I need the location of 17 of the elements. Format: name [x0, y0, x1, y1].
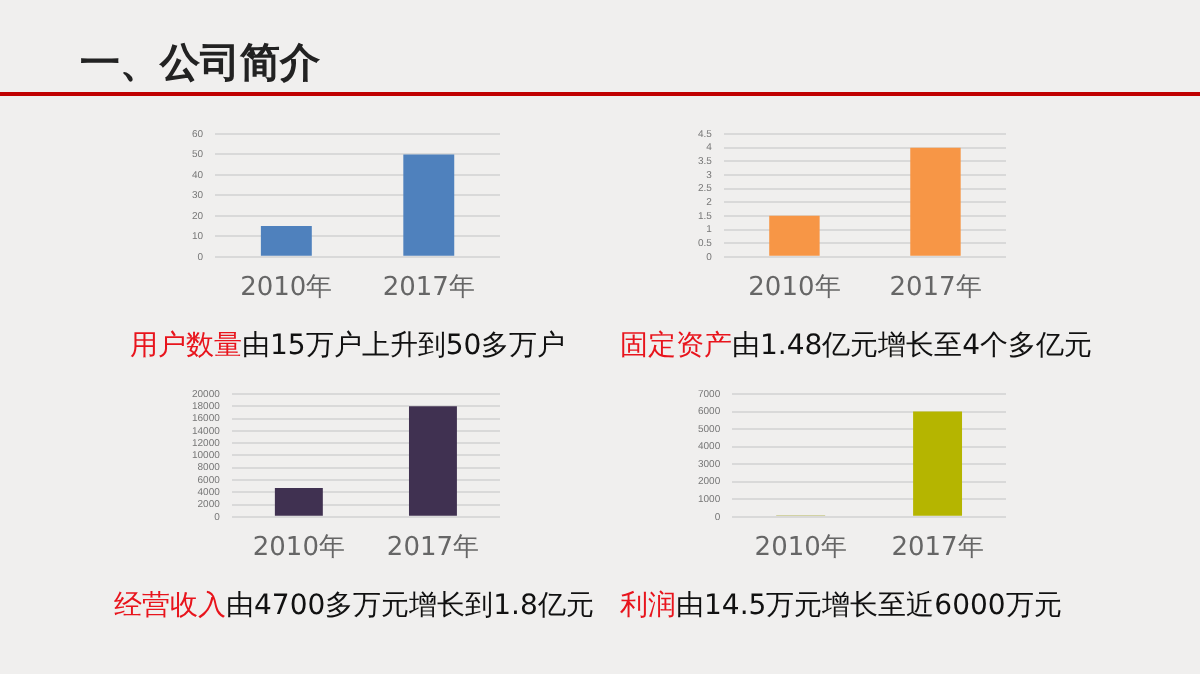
text: 由15万户上升到50多万户 [242, 330, 566, 362]
text: 由1.48亿元增长至4个多亿元 [732, 330, 1093, 362]
x-tick-label: 2010年 [748, 273, 841, 304]
text: 由14.5万元增长至近6000万元 [676, 590, 1062, 622]
x-tick-label: 2017年 [889, 273, 982, 304]
x-tick-label: 2010年 [252, 533, 345, 564]
x-tick-label: 2010年 [754, 533, 847, 564]
x-tick-label: 2017年 [891, 533, 984, 564]
text: 利润 [620, 590, 676, 622]
x-tick-label: 2010年 [240, 273, 333, 304]
text: 经营收入 [114, 590, 226, 622]
text: 固定资产 [620, 330, 732, 362]
x-tick-label: 2017年 [382, 273, 475, 304]
x-tick-label: 2017年 [386, 533, 480, 564]
text: 由4700多万元增长到1.8亿元 [226, 590, 594, 622]
text: 用户数量 [130, 330, 242, 362]
text: 一、公司简介 [80, 36, 320, 90]
